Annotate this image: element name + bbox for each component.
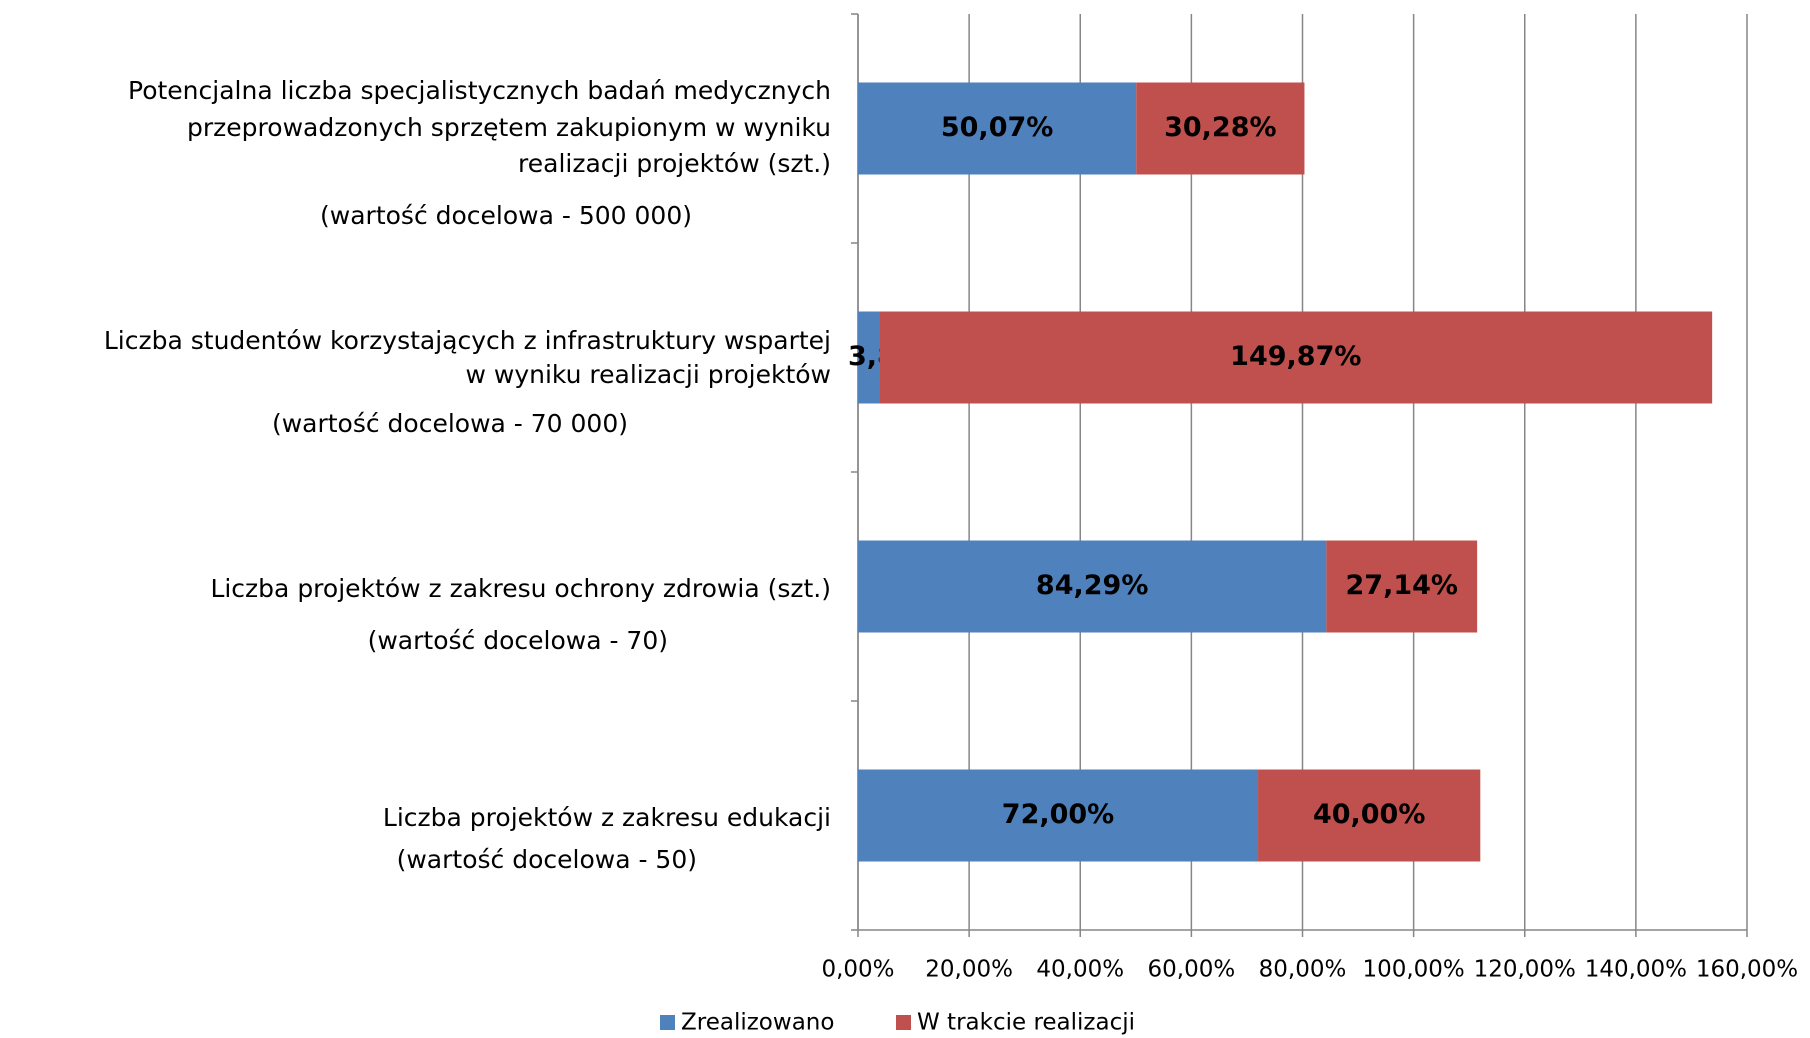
legend-swatch [896, 1015, 911, 1030]
category-label: przeprowadzonych sprzętem zakupionym w w… [187, 113, 831, 142]
legend-label: Zrealizowano [681, 1010, 834, 1036]
category-label: Liczba projektów z zakresu ochrony zdrow… [210, 574, 831, 603]
category-label: (wartość docelowa - 500 000) [320, 201, 692, 230]
bar-segment [879, 311, 1713, 404]
category-label: (wartość docelowa - 50) [397, 845, 697, 874]
x-tick-label: 120,00% [1474, 957, 1576, 983]
x-tick-label: 100,00% [1362, 957, 1464, 983]
bar-segment [858, 311, 880, 404]
bar-segment [858, 82, 1137, 175]
category-label: Potencjalna liczba specjalistycznych bad… [128, 76, 831, 105]
x-tick-label: 40,00% [1036, 957, 1124, 983]
category-label: Liczba studentów korzystających z infras… [104, 326, 831, 355]
data-label: 30,28% [1164, 112, 1276, 143]
data-label: 84,29% [1036, 570, 1148, 601]
x-tick-label: 20,00% [925, 957, 1013, 983]
legend-label: W trakcie realizacji [917, 1010, 1135, 1036]
category-label: (wartość docelowa - 70) [368, 626, 668, 655]
bar-segment [1258, 769, 1481, 862]
data-label: 27,14% [1346, 570, 1458, 601]
legend-swatch [660, 1015, 675, 1030]
category-label: (wartość docelowa - 70 000) [272, 409, 628, 438]
x-tick-label: 140,00% [1585, 957, 1687, 983]
data-label: 149,87% [1230, 341, 1361, 372]
data-label: 72,00% [1002, 799, 1114, 830]
category-label: Liczba projektów z zakresu edukacji [383, 803, 831, 832]
bar-segment [858, 769, 1259, 862]
data-label: 40,00% [1313, 799, 1425, 830]
data-label: 50,07% [941, 112, 1053, 143]
x-tick-label: 0,00% [821, 957, 894, 983]
x-tick-label: 80,00% [1259, 957, 1347, 983]
bar-segment [1136, 82, 1305, 175]
x-tick-label: 160,00% [1696, 957, 1798, 983]
bar-segment [858, 540, 1327, 633]
bar-segment [1326, 540, 1478, 633]
category-label: w wyniku realizacji projektów [465, 360, 831, 389]
x-tick-label: 60,00% [1148, 957, 1236, 983]
category-label: realizacji projektów (szt.) [518, 149, 831, 178]
